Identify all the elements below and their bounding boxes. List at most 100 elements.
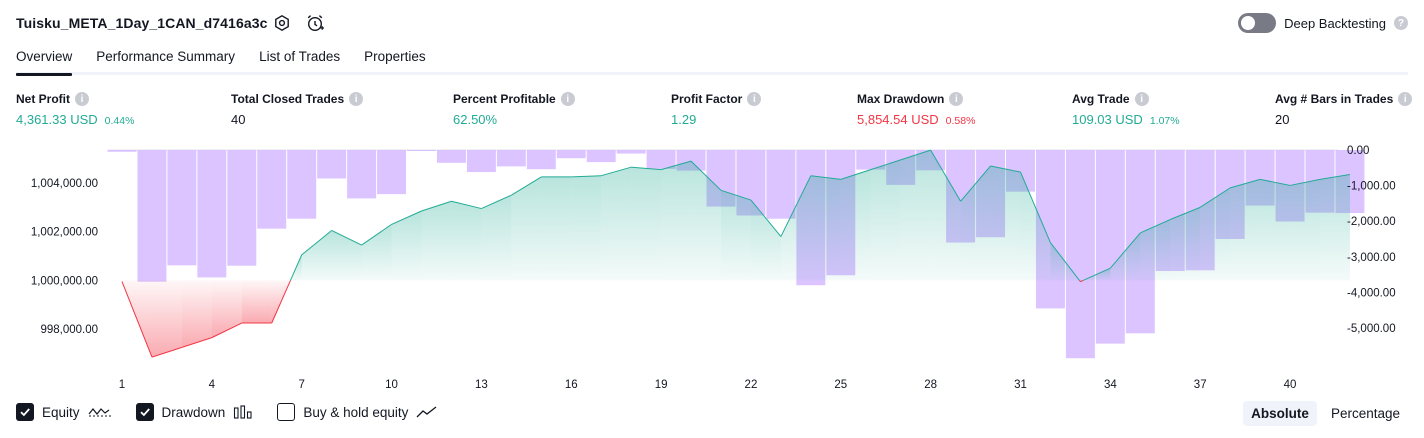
metric-label: Total Closed Trades xyxy=(231,92,345,106)
drawdown-bars-icon xyxy=(234,405,252,419)
settings-hex-icon[interactable] xyxy=(272,13,292,33)
x-tick: 34 xyxy=(1104,379,1117,391)
percentage-button[interactable]: Percentage xyxy=(1330,406,1400,421)
equity-line-segment xyxy=(1050,242,1080,281)
checkbox-checked-icon[interactable] xyxy=(135,403,154,421)
tabs-divider xyxy=(16,72,1408,75)
equity-drawdown-chart[interactable]: 1,004,000.00 1,002,000.00 1,000,000.00 998,… xyxy=(0,140,1424,396)
absolute-button[interactable]: Absolute xyxy=(1243,401,1317,426)
metric-avg-bars-in-trades: Avg # Bars in Trades i 20 xyxy=(1275,92,1413,127)
equity-line-segment xyxy=(1230,178,1261,189)
info-icon[interactable]: i xyxy=(1134,92,1149,106)
equity-line-segment xyxy=(840,169,871,180)
drawdown-bar xyxy=(227,150,257,266)
drawdown-bar xyxy=(466,150,496,173)
info-icon[interactable]: i xyxy=(1398,92,1413,106)
metric-value: 109.03 USD xyxy=(1072,112,1143,127)
x-tick: 7 xyxy=(298,379,304,391)
equity-line-segment xyxy=(391,210,422,225)
deep-backtesting-toggle[interactable] xyxy=(1238,13,1277,33)
report-tabs: Overview Performance Summary List of Tra… xyxy=(16,46,426,76)
x-tick: 37 xyxy=(1194,379,1207,391)
x-tick: 4 xyxy=(209,379,216,391)
info-icon[interactable]: i xyxy=(75,92,89,106)
equity-line-segment xyxy=(1170,206,1201,220)
drawdown-bar xyxy=(317,150,347,179)
x-tick: 31 xyxy=(1014,379,1027,391)
x-tick: 25 xyxy=(834,379,847,391)
tab-properties[interactable]: Properties xyxy=(364,49,426,64)
buy-hold-line-icon xyxy=(416,406,437,418)
equity-line-segment xyxy=(1319,173,1351,180)
metric-profit-factor: Profit Factor i 1.29 xyxy=(671,92,762,127)
equity-fill-segment xyxy=(870,159,901,281)
info-icon[interactable]: i xyxy=(560,92,575,106)
equity-line-segment xyxy=(1140,219,1171,234)
y-right-tick: -4,000.00 xyxy=(1347,287,1396,299)
metric-percent-profitable: Percent Profitable i 62.50% xyxy=(453,92,575,127)
equity-line-segment xyxy=(960,165,991,202)
strategy-name: Tuisku_META_1Day_1CAN_d7416a3c xyxy=(16,15,268,31)
equity-line-segment xyxy=(1109,232,1141,269)
info-icon[interactable]: i xyxy=(747,92,762,106)
checkbox-checked-icon[interactable] xyxy=(16,403,34,421)
equity-fill-segment xyxy=(391,211,422,281)
checkbox-unchecked-icon[interactable] xyxy=(277,403,296,421)
legend-buy-hold-equity[interactable]: Buy & hold equity xyxy=(277,403,438,421)
metric-value: 4,361.33 USD xyxy=(16,112,98,127)
info-icon[interactable]: i xyxy=(949,92,964,106)
equity-line-segment xyxy=(1199,187,1231,208)
x-axis-labels: 1 4 7 10 13 16 19 22 25 28 31 34 37 40 xyxy=(119,379,1297,391)
equity-fill-segment xyxy=(900,150,931,281)
equity-fill-segment xyxy=(1110,232,1141,281)
equity-line-segment xyxy=(481,194,512,210)
x-tick: 16 xyxy=(565,379,578,391)
equity-line-segment xyxy=(1020,171,1051,243)
help-icon[interactable]: ? xyxy=(1394,16,1408,30)
equity-line-segment xyxy=(151,346,183,358)
tab-performance-summary[interactable]: Performance Summary xyxy=(96,49,236,64)
x-tick: 40 xyxy=(1284,379,1297,391)
y-right-tick: -1,000.00 xyxy=(1347,181,1396,193)
equity-fill-segment xyxy=(631,167,662,281)
equity-line-segment xyxy=(750,199,782,237)
equity-fill-segment xyxy=(1230,179,1261,281)
equity-fill-segment xyxy=(661,161,692,281)
metric-net-profit: Net Profit i 4,361.33 USD 0.44% xyxy=(16,92,134,127)
metric-percent: 1.07% xyxy=(1149,115,1180,127)
equity-fill-segment xyxy=(181,280,212,348)
equity-line-segment xyxy=(301,230,332,256)
equity-line-segment xyxy=(511,176,542,196)
info-icon[interactable]: i xyxy=(349,92,364,106)
drawdown-bar xyxy=(167,150,197,266)
metric-max-drawdown: Max Drawdown i 5,854.54 USD 0.58% xyxy=(857,92,975,127)
legend-drawdown[interactable]: Drawdown xyxy=(135,403,254,421)
equity-fill-segment xyxy=(151,280,182,358)
tab-list-of-trades[interactable]: List of Trades xyxy=(259,49,341,64)
drawdown-bar xyxy=(1095,150,1125,344)
equity-fill-segment xyxy=(691,161,721,281)
equity-line-segment xyxy=(290,254,303,281)
y-right-tick: -2,000.00 xyxy=(1347,216,1396,228)
tab-overview[interactable]: Overview xyxy=(16,46,73,76)
equity-fill-segment xyxy=(361,224,392,281)
drawdown-bar xyxy=(137,150,167,282)
equity-fill-segment xyxy=(451,201,482,281)
equity-line-segment xyxy=(660,160,692,171)
equity-fill-segment xyxy=(271,280,291,324)
equity-line-segment xyxy=(451,200,482,210)
equity-area xyxy=(121,149,1351,358)
equity-line-segment xyxy=(1079,280,1081,282)
metric-label: Percent Profitable xyxy=(453,92,556,106)
drawdown-bar xyxy=(526,150,556,170)
drawdown-bar xyxy=(197,150,227,278)
legend-equity[interactable]: Equity xyxy=(16,403,112,421)
drawdown-bar xyxy=(377,150,407,195)
y-right-tick: 0.00 xyxy=(1347,145,1369,157)
legend-label: Buy & hold equity xyxy=(303,404,409,420)
metric-percent: 0.58% xyxy=(945,115,976,127)
metrics-row: Net Profit i 4,361.33 USD 0.44% Total Clos… xyxy=(0,92,1424,132)
alarm-clock-plus-icon[interactable] xyxy=(305,13,325,33)
y-left-tick: 1,002,000.00 xyxy=(31,227,98,239)
equity-fill-segment xyxy=(1170,207,1201,281)
